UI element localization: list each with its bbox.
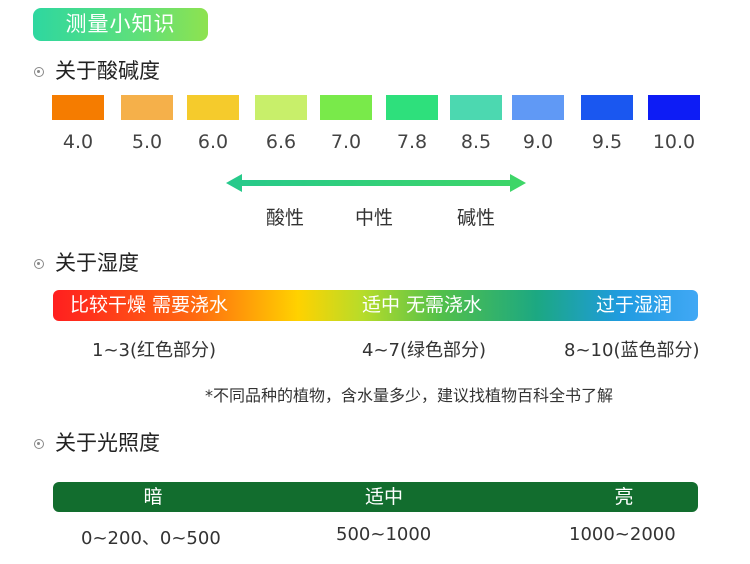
double-arrow-icon (226, 174, 526, 192)
humidity-gradient-bar (53, 290, 698, 321)
ph-swatch (121, 95, 173, 120)
ph-value-label: 8.5 (460, 131, 492, 153)
humidity-dry-text: 比较干燥 需要浇水 (70, 294, 229, 316)
ph-swatch (581, 95, 633, 120)
target-icon (34, 439, 44, 449)
ph-value-label: 7.0 (330, 131, 362, 153)
humidity-moderate-text: 适中 无需浇水 (362, 294, 483, 316)
label-alkaline: 碱性 (456, 207, 495, 229)
ph-swatch (255, 95, 307, 120)
ph-swatch (320, 95, 372, 120)
page-banner: 测量小知识 (33, 8, 208, 41)
light-bright-text: 亮 (614, 486, 634, 508)
light-bar (53, 482, 698, 512)
ph-value-label: 9.5 (591, 131, 623, 153)
ph-swatch (52, 95, 104, 120)
ph-value-label: 6.6 (265, 131, 297, 153)
ph-value-label: 10.0 (652, 131, 696, 153)
ph-value-label: 7.8 (396, 131, 428, 153)
target-icon (34, 67, 44, 77)
humidity-range-green: 4~7(绿色部分) (362, 340, 487, 361)
light-range-bright: 1000~2000 (569, 524, 676, 545)
humidity-note: *不同品种的植物，含水量多少，建议找植物百科全书了解 (205, 386, 614, 405)
ph-swatch (512, 95, 564, 120)
section-title-light: 关于光照度 (55, 431, 160, 455)
label-neutral: 中性 (354, 207, 393, 229)
ph-swatch (187, 95, 239, 120)
ph-value-label: 6.0 (197, 131, 229, 153)
ph-swatch (386, 95, 438, 120)
light-moderate-text: 适中 (364, 486, 403, 508)
ph-value-label: 4.0 (62, 131, 94, 153)
humidity-range-red: 1~3(红色部分) (92, 340, 217, 361)
ph-value-label: 9.0 (522, 131, 554, 153)
ph-value-label: 5.0 (131, 131, 163, 153)
target-icon (34, 259, 44, 269)
section-title-ph: 关于酸碱度 (55, 59, 160, 83)
ph-swatch (648, 95, 700, 120)
ph-swatch (450, 95, 502, 120)
humidity-wet-text: 过于湿润 (596, 294, 673, 316)
light-dark-text: 暗 (143, 486, 163, 508)
humidity-range-blue: 8~10(蓝色部分) (564, 340, 700, 361)
light-range-moderate: 500~1000 (336, 524, 432, 545)
light-range-dark: 0~200、0~500 (81, 528, 221, 549)
label-acidic: 酸性 (265, 207, 304, 229)
section-title-humidity: 关于湿度 (55, 251, 139, 275)
